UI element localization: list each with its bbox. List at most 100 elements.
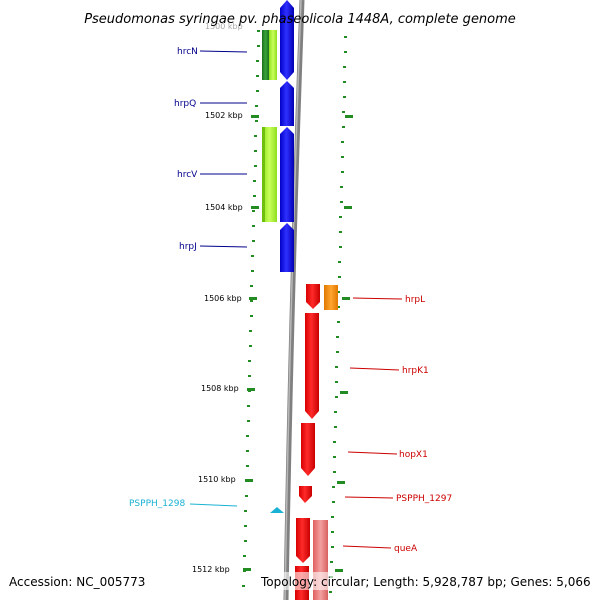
minor-tick	[250, 315, 253, 317]
minor-tick	[256, 60, 259, 62]
tick-label-1506: 1506 kbp	[204, 294, 242, 303]
tick-label-1502: 1502 kbp	[205, 111, 243, 120]
tick-1508: 1508 kbp	[201, 384, 348, 394]
minor-tick	[337, 321, 340, 323]
minor-tick	[257, 30, 260, 32]
minor-tick	[244, 510, 247, 512]
minor-tick	[257, 45, 260, 47]
minor-tick	[337, 306, 340, 308]
minor-tick	[342, 126, 345, 128]
label-hopX1[interactable]: hopX1	[399, 450, 428, 460]
minor-tick	[244, 540, 247, 542]
label-queA[interactable]: queA	[394, 544, 418, 554]
gene-queA-arrow[interactable]	[296, 518, 310, 563]
minor-tick	[344, 51, 347, 53]
genome-backbone-highlight	[284, 0, 302, 600]
minor-tick	[332, 486, 335, 488]
tick-label-1510: 1510 kbp	[198, 475, 236, 484]
minor-tick	[256, 75, 259, 77]
minor-tick	[341, 156, 344, 158]
minor-tick	[331, 516, 334, 518]
gene-hrpQ-arrow[interactable]	[280, 81, 294, 126]
gene-hrcN-arrow-top[interactable]	[280, 0, 294, 10]
minor-tick	[343, 66, 346, 68]
minor-tick	[341, 141, 344, 143]
label-PSPPH_1298[interactable]: PSPPH_1298	[129, 499, 185, 509]
label-hrpK1[interactable]: hrpK1	[402, 366, 429, 376]
minor-tick	[252, 240, 255, 242]
minor-tick	[329, 591, 332, 593]
gene-hrpJ-arrow[interactable]	[280, 223, 294, 272]
tick-label-1512: 1512 kbp	[192, 565, 230, 574]
minor-tick	[256, 90, 259, 92]
minor-tick	[339, 216, 342, 218]
label-PSPPH_1297[interactable]: PSPPH_1297	[396, 494, 452, 504]
axis-ticks: 1500 kbp 1502 kbp 1504 kbp 1506 kbp 1508…	[192, 22, 353, 574]
minor-tick	[330, 561, 333, 563]
minor-tick	[254, 150, 257, 152]
minor-tick	[336, 336, 339, 338]
tick-1512: 1512 kbp	[192, 565, 343, 574]
minor-tick	[248, 375, 251, 377]
label-hrpQ[interactable]: hrpQ	[174, 99, 196, 109]
tick-label-1504: 1504 kbp	[205, 203, 243, 212]
topology-bg	[258, 572, 594, 590]
minor-tick	[252, 225, 255, 227]
minor-tick	[250, 285, 253, 287]
gene-dark-green-block[interactable]	[262, 30, 269, 80]
gene-orange-block[interactable]	[324, 285, 338, 310]
minor-tick	[247, 420, 250, 422]
minor-tick	[342, 111, 345, 113]
gene-hrpL-arrow[interactable]	[306, 284, 320, 309]
label-hrcV[interactable]: hrcV	[177, 170, 198, 180]
minor-tick	[251, 270, 254, 272]
minor-tick	[340, 201, 343, 203]
gene-hrcN-body	[280, 10, 294, 30]
minor-tick	[252, 210, 255, 212]
minor-tick	[249, 345, 252, 347]
tick-label-1508: 1508 kbp	[201, 384, 239, 393]
minor-tick	[343, 96, 346, 98]
minor-tick	[246, 465, 249, 467]
label-hrpJ[interactable]: hrpJ	[179, 242, 197, 252]
minor-tick	[247, 405, 250, 407]
genome-backbone	[283, 0, 305, 600]
minor-tick	[244, 525, 247, 527]
gene-hrcN-arrow[interactable]	[280, 30, 294, 80]
minor-tick	[253, 180, 256, 182]
tick-1500: 1500 kbp	[205, 22, 243, 31]
minor-tick	[341, 171, 344, 173]
minor-tick	[333, 441, 336, 443]
gene-PSPPH_1297-arrow[interactable]	[299, 486, 312, 503]
minor-tick	[336, 351, 339, 353]
tick-1506: 1506 kbp	[204, 294, 350, 303]
accession-text: Accession: NC_005773	[9, 575, 145, 589]
label-hrpL[interactable]: hrpL	[405, 295, 425, 305]
minor-tick	[254, 165, 257, 167]
gene-lime-block-2-edge	[262, 127, 265, 222]
tick-1504: 1504 kbp	[205, 203, 352, 212]
gene-lime-block-1[interactable]	[269, 30, 277, 80]
tick-1510: 1510 kbp	[198, 475, 345, 484]
minor-tick	[338, 261, 341, 263]
gene-lime-block-2[interactable]	[262, 127, 277, 222]
minor-tick	[335, 396, 338, 398]
map-title: Pseudomonas syringae pv. phaseolicola 14…	[84, 12, 516, 27]
gene-hrpK1-arrow[interactable]	[305, 313, 319, 419]
topology-text: Topology: circular; Length: 5,928,787 bp…	[260, 575, 591, 589]
tick-1502: 1502 kbp	[205, 111, 353, 120]
gene-PSPPH_1298-marker[interactable]	[270, 507, 284, 513]
forward-strand-features	[262, 0, 294, 513]
gene-hrcV-arrow[interactable]	[280, 127, 294, 222]
reverse-strand-features	[295, 284, 338, 600]
minor-tick	[255, 120, 258, 122]
minor-tick	[338, 276, 341, 278]
minor-tick	[251, 255, 254, 257]
tick-track-left	[242, 30, 260, 587]
minor-tick	[332, 501, 335, 503]
minor-tick	[333, 471, 336, 473]
label-hrcN[interactable]: hrcN	[177, 47, 198, 57]
gene-hopX1-arrow[interactable]	[301, 423, 315, 476]
